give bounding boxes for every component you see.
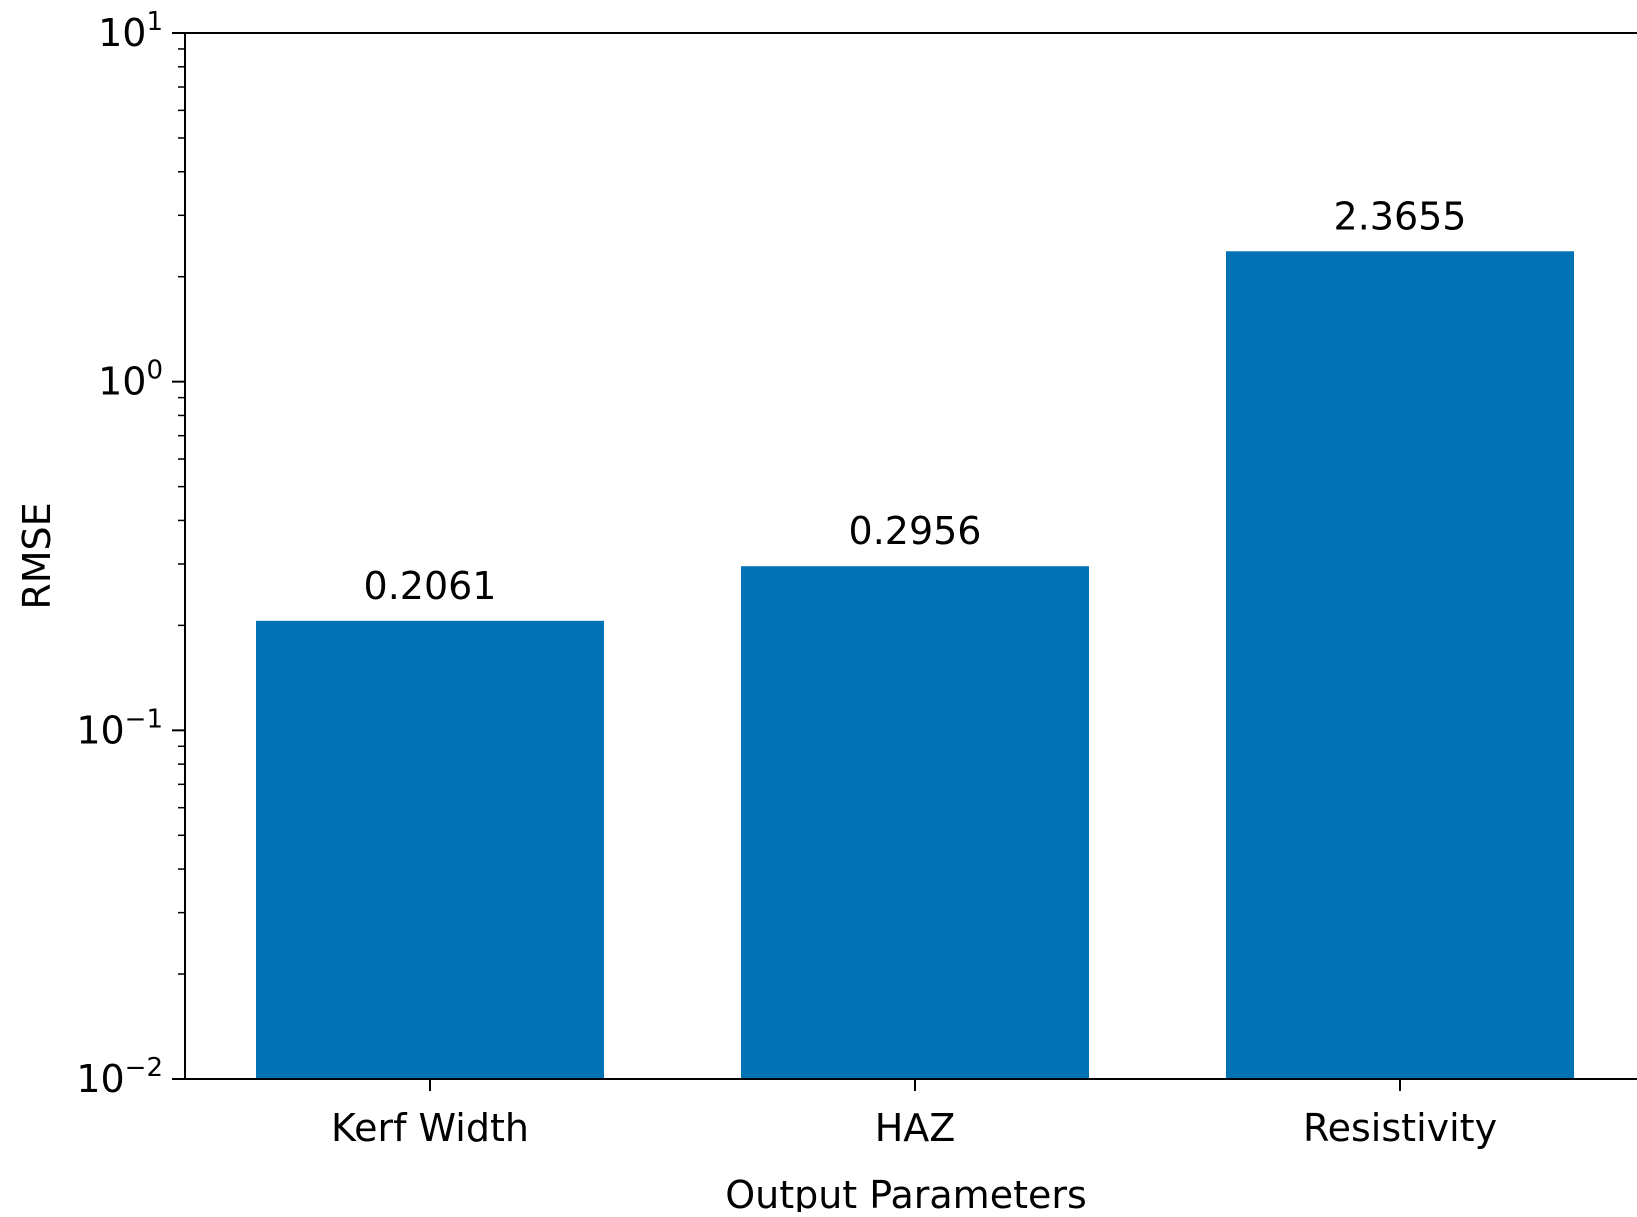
y-tick-label: 10−2 [76,1053,163,1101]
y-tick-label: 10−1 [76,704,163,752]
value-label: 0.2061 [364,564,497,608]
bar-resistivity [1226,251,1574,1080]
x-tick-label: Resistivity [1303,1106,1497,1150]
y-axis-label: RMSE [15,502,59,609]
x-tick-label: Kerf Width [331,1106,529,1150]
x-tick-label: HAZ [875,1106,956,1150]
axes-layer [184,32,1637,1080]
y-tick-label: 101 [98,7,163,55]
bar-kerf-width [256,620,604,1079]
y-tick-label: 100 [98,356,163,404]
bar-haz [741,566,1089,1079]
x-ticks: Kerf Width HAZ Resistivity [331,1079,1497,1150]
y-ticks: 101 100 10−1 10−2 [76,7,185,1101]
value-label: 0.2956 [849,509,982,553]
x-axis-label: Output Parameters [725,1173,1087,1212]
bars-layer [256,251,1574,1080]
value-labels: 0.2061 0.2956 2.3655 [364,194,1467,608]
value-label: 2.3655 [1334,194,1467,238]
